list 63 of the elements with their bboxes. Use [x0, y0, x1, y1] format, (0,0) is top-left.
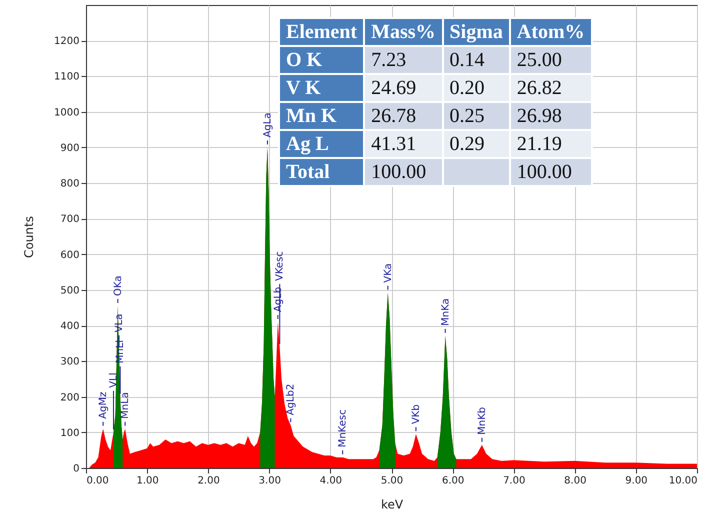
- annotation: 100.00: [510, 159, 591, 185]
- y-tick-label: 100: [60, 428, 80, 439]
- x-tick-label: 4.00: [320, 476, 342, 486]
- annotation: 0.14: [444, 47, 509, 73]
- y-tick-label: 200: [60, 392, 80, 404]
- annotation: MnLl: [115, 340, 126, 364]
- y-tick-label: 500: [60, 285, 80, 296]
- annotation: VKesc: [274, 251, 286, 281]
- annotation: 26.82: [510, 75, 591, 101]
- x-tick-label: 10.00: [668, 476, 698, 486]
- annotation: MnKesc: [338, 409, 349, 448]
- x-tick-label: 3.00: [258, 476, 281, 486]
- annotation: MnKb: [476, 406, 488, 435]
- annotation: OKa: [112, 276, 124, 296]
- annotation: 25.00: [510, 47, 591, 73]
- annotation: AgLb2: [286, 384, 297, 416]
- y-tick-label: 900: [60, 142, 80, 154]
- annotation: MnLa: [120, 392, 132, 419]
- x-axis-title: keV: [380, 498, 404, 512]
- y-tick-label: 600: [60, 250, 80, 261]
- annotation: 0.20: [444, 75, 509, 101]
- x-tick-label: 8.00: [564, 476, 586, 486]
- category-label: Atom%: [510, 19, 591, 45]
- annotation: VKa: [382, 263, 394, 283]
- annotation: 0.25: [444, 103, 509, 129]
- x-tick-label: 5.00: [380, 476, 404, 486]
- x-tick-label: 2.00: [198, 476, 220, 486]
- category-label: Sigma: [444, 19, 509, 45]
- annotation: 21.19: [510, 131, 591, 157]
- y-tick-label: 400: [60, 321, 80, 332]
- y-tick-label: 800: [60, 178, 80, 190]
- x-tick-label: 6.00: [442, 476, 464, 486]
- annotation: 100.00: [365, 159, 442, 185]
- category-label: Element: [280, 19, 364, 45]
- annotation: 0.29: [444, 131, 509, 157]
- y-tick-label: 700: [60, 214, 80, 226]
- annotation: 24.69: [365, 75, 442, 101]
- annotation: VLl: [108, 372, 120, 388]
- annotation: 26.78: [365, 103, 442, 129]
- annotation: 41.31: [365, 131, 442, 157]
- annotation: Total: [280, 159, 364, 185]
- y-tick-label: 1000: [54, 107, 80, 118]
- annotation: MnKa: [440, 298, 452, 326]
- category-label: Mass%: [365, 19, 442, 45]
- y-tick-label: 1100: [54, 72, 80, 83]
- annotation: VKb: [410, 404, 422, 424]
- x-tick-label: 1.00: [136, 476, 159, 486]
- x-tick-label: 9.00: [625, 476, 648, 486]
- annotation: AgMz: [98, 392, 110, 419]
- annotation: 7.23: [365, 47, 442, 73]
- annotation: VLa: [114, 314, 125, 332]
- y-tick-label: 1200: [54, 36, 80, 48]
- y-axis-title: Counts: [22, 216, 36, 258]
- y-tick-label: 0: [73, 464, 80, 474]
- x-tick-label: 0.00: [86, 476, 109, 486]
- annotation: O K: [280, 47, 364, 73]
- x-tick-label: 7.00: [503, 476, 526, 486]
- y-tick-label: 300: [60, 356, 80, 368]
- annotation: V K: [280, 75, 364, 101]
- annotation: Mn K: [280, 103, 364, 129]
- annotation: 26.98: [510, 103, 591, 129]
- annotation: AgLa: [262, 112, 274, 138]
- annotation: Ag L: [280, 131, 364, 157]
